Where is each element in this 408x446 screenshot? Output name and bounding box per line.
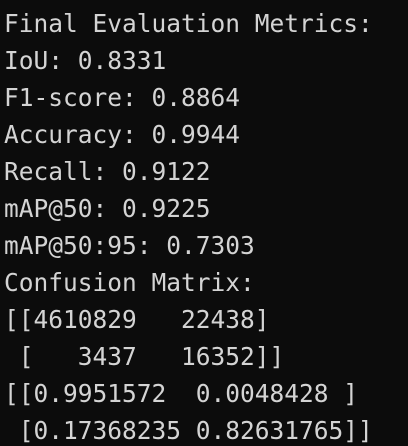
recall-metric: Recall: 0.9122 [4,157,211,186]
confusion-matrix-row-2: [ 3437 16352]] [4,342,285,371]
normalized-matrix-row-1: [[0.9951572 0.0048428 ] [4,379,359,408]
f1-score-metric: F1-score: 0.8864 [4,83,241,112]
accuracy-metric: Accuracy: 0.9944 [4,120,241,149]
confusion-matrix-heading: Confusion Matrix: [4,268,255,297]
map50-95-metric: mAP@50:95: 0.7303 [4,231,255,260]
normalized-matrix-row-2: [0.17368235 0.82631765]] [4,416,373,445]
metrics-heading: Final Evaluation Metrics: [4,9,373,38]
confusion-matrix-row-1: [[4610829 22438] [4,305,270,334]
iou-metric: IoU: 0.8331 [4,46,167,75]
map50-metric: mAP@50: 0.9225 [4,194,211,223]
